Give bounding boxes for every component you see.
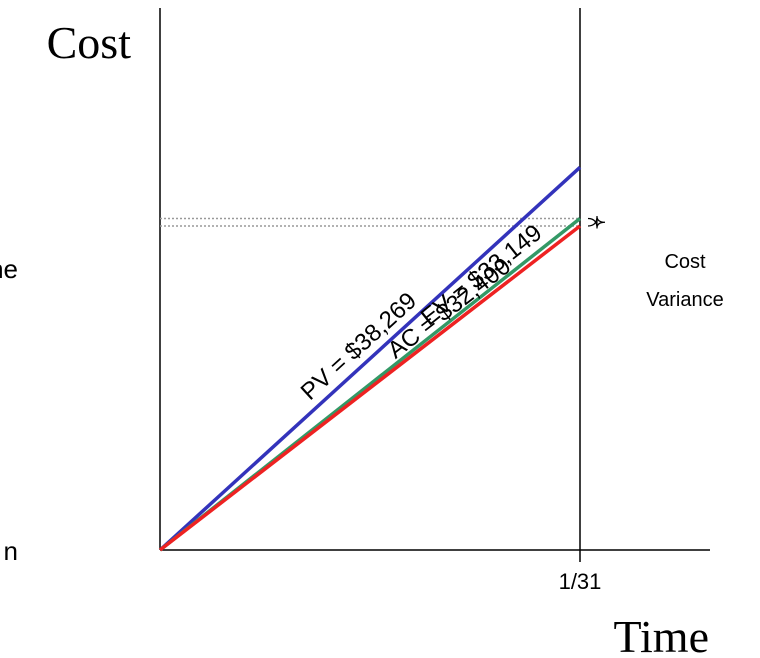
clipped-text-fragment-1: ne (0, 254, 18, 284)
y-axis-title: Cost (47, 17, 132, 68)
x-axis-title: Time (614, 611, 709, 658)
cost-variance-label-line1: Cost (664, 251, 706, 273)
x-tick-label: 1/31 (559, 569, 602, 594)
pv-line (158, 166, 582, 552)
ac-line (158, 224, 582, 552)
cost-variance-label-line2: Variance (646, 289, 723, 311)
cost-variance-brace (587, 215, 606, 229)
clipped-text-fragment-2: n (4, 536, 18, 566)
